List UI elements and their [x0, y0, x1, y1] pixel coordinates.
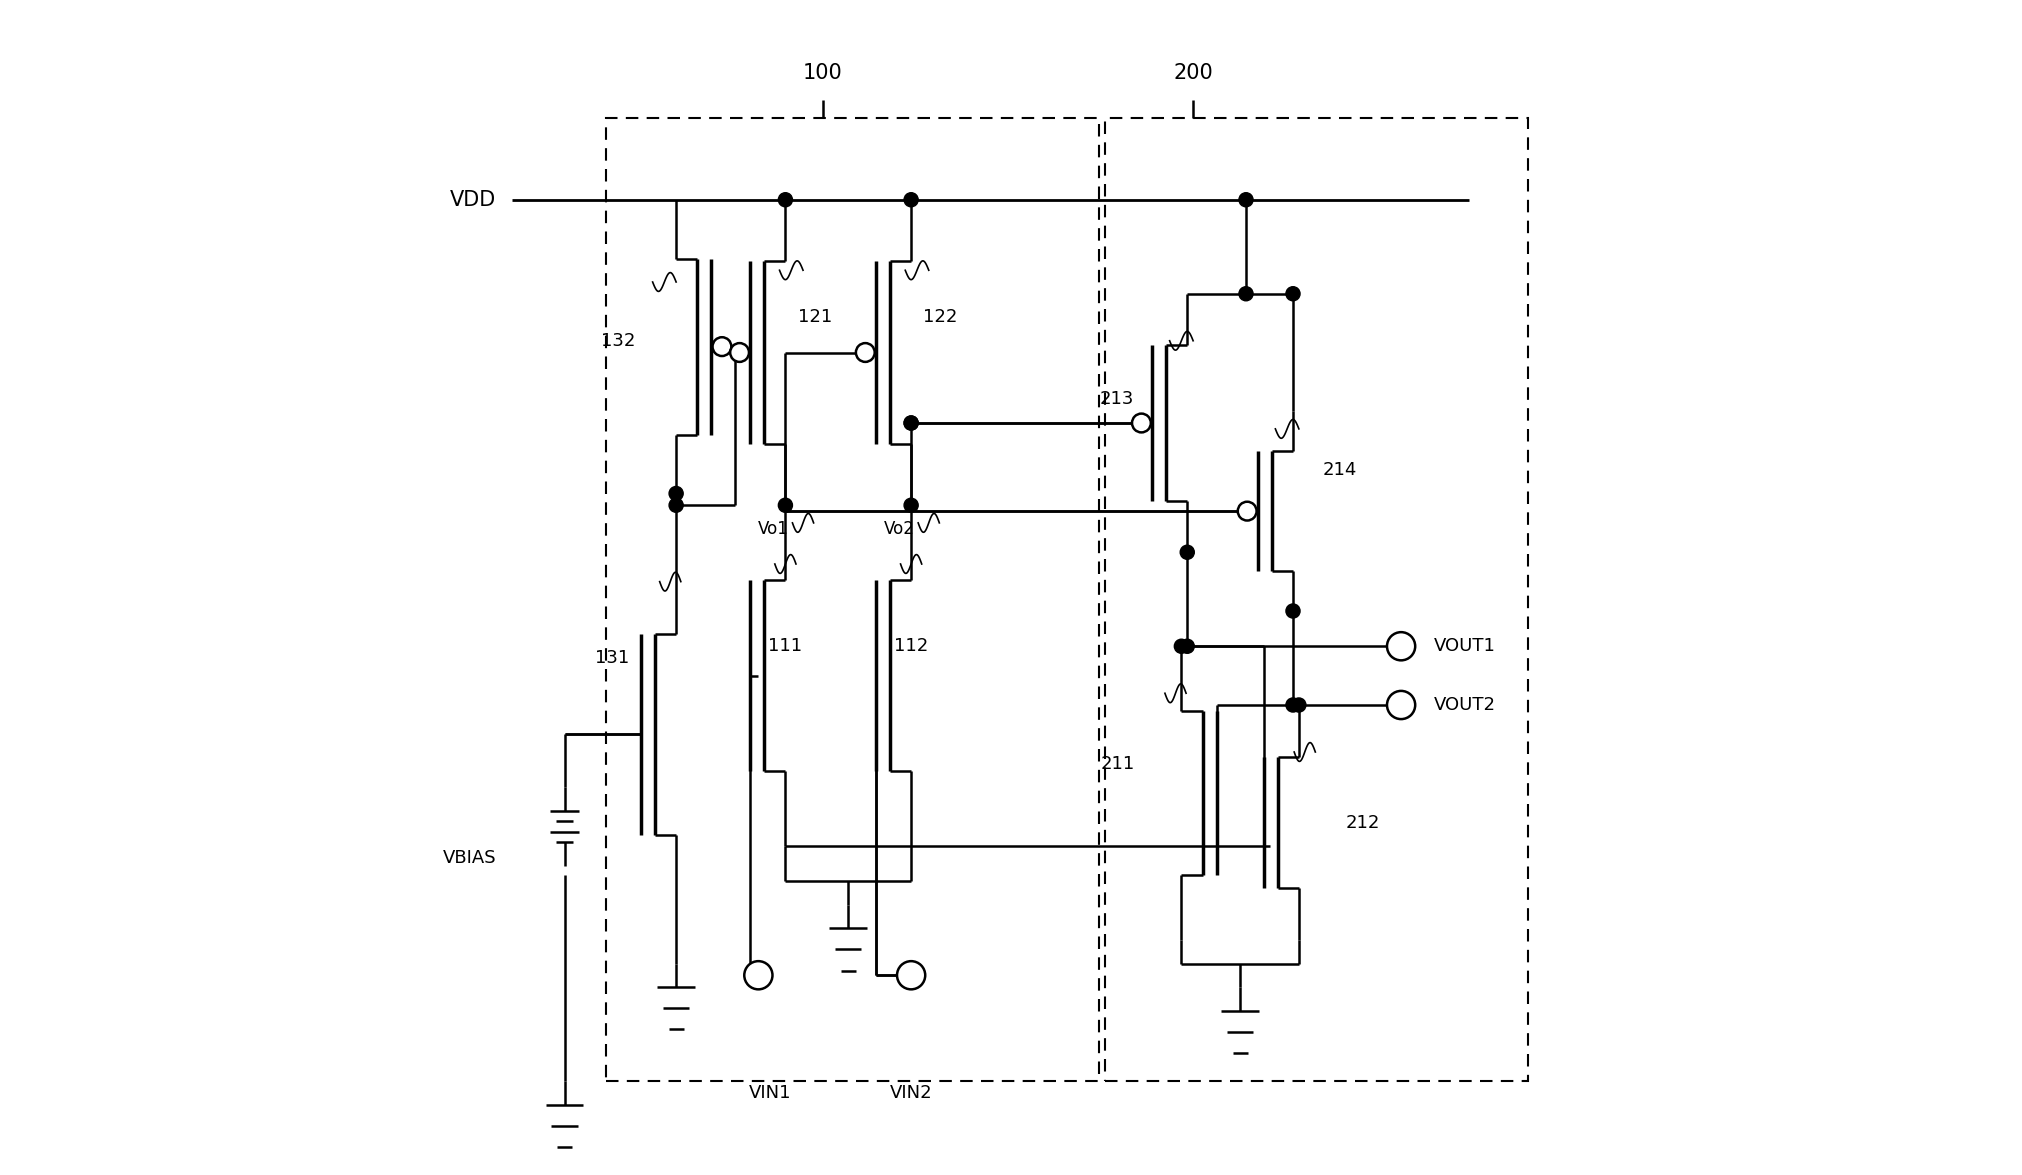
Text: 214: 214 [1322, 461, 1357, 479]
Text: VOUT1: VOUT1 [1434, 637, 1496, 656]
Circle shape [1181, 545, 1195, 559]
Circle shape [1286, 287, 1300, 301]
Text: VIN2: VIN2 [890, 1083, 932, 1102]
Text: VOUT2: VOUT2 [1434, 696, 1496, 714]
Bar [607, 118, 1100, 1081]
Bar [1104, 118, 1529, 1081]
Circle shape [1286, 604, 1300, 618]
Circle shape [898, 961, 926, 989]
Text: 100: 100 [803, 62, 843, 83]
Circle shape [1237, 502, 1256, 521]
Circle shape [1387, 691, 1415, 719]
Text: 212: 212 [1347, 813, 1381, 832]
Circle shape [904, 193, 918, 207]
Circle shape [744, 961, 772, 989]
Circle shape [730, 343, 748, 362]
Circle shape [1286, 698, 1300, 712]
Circle shape [712, 337, 732, 356]
Circle shape [904, 416, 918, 430]
Text: 132: 132 [601, 331, 635, 350]
Text: 211: 211 [1100, 754, 1134, 773]
Circle shape [778, 193, 793, 207]
Circle shape [669, 498, 683, 512]
Text: Vo2: Vo2 [884, 519, 914, 538]
Text: VBIAS: VBIAS [443, 848, 495, 867]
Circle shape [778, 498, 793, 512]
Text: 121: 121 [797, 308, 831, 327]
Text: 213: 213 [1100, 390, 1134, 409]
Circle shape [669, 486, 683, 501]
Text: 111: 111 [768, 637, 803, 656]
Text: Vo1: Vo1 [758, 519, 789, 538]
Circle shape [1132, 414, 1151, 432]
Circle shape [1181, 639, 1195, 653]
Circle shape [1239, 193, 1254, 207]
Circle shape [1175, 639, 1189, 653]
Text: 131: 131 [594, 649, 629, 667]
Text: VDD: VDD [451, 189, 495, 210]
Text: 112: 112 [894, 637, 928, 656]
Circle shape [855, 343, 876, 362]
Circle shape [904, 416, 918, 430]
Circle shape [1239, 287, 1254, 301]
Text: 122: 122 [924, 308, 958, 327]
Circle shape [904, 498, 918, 512]
Circle shape [1387, 632, 1415, 660]
Text: VIN1: VIN1 [748, 1083, 791, 1102]
Text: 200: 200 [1173, 62, 1213, 83]
Circle shape [1292, 698, 1306, 712]
